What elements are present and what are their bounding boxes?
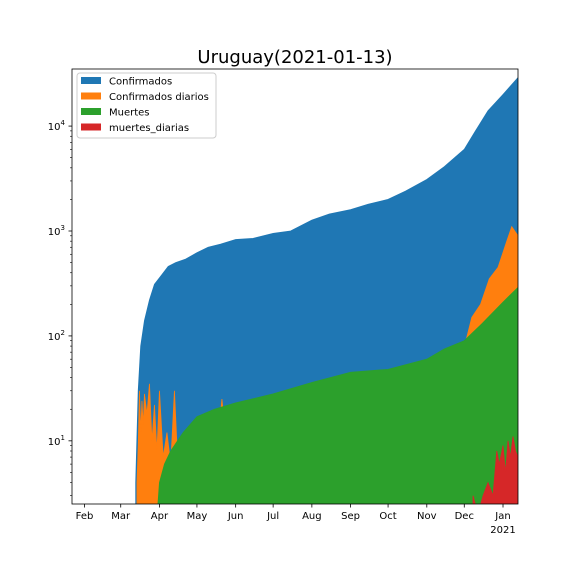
legend-label-muertes-diarias: muertes_diarias bbox=[109, 123, 189, 134]
x-tick-label: Apr bbox=[151, 511, 169, 522]
plot-frame bbox=[71, 68, 519, 505]
legend-swatch-muertes bbox=[81, 108, 101, 115]
series-layer bbox=[135, 76, 518, 504]
x-tick-label: Oct bbox=[379, 511, 396, 522]
x-tick-label: Jun bbox=[227, 511, 244, 522]
legend-swatch-confirmados bbox=[81, 77, 101, 84]
series-area-muertes-diarias bbox=[472, 436, 518, 504]
x-tick-label: Jul bbox=[266, 511, 279, 522]
legend-swatch-confirmados-diarios bbox=[81, 92, 101, 100]
legend: Confirmados Confirmados diarios Muertes mue… bbox=[76, 72, 217, 139]
x-tick-label: Mar bbox=[111, 511, 131, 522]
legend-label-muertes: Muertes bbox=[109, 108, 150, 119]
x-tick-label: Nov bbox=[417, 511, 437, 522]
legend-frame bbox=[76, 72, 217, 139]
x-axis: Feb Mar Apr May Jun Jul Aug Sep Oct Nov Dec Jan 2021 bbox=[76, 504, 516, 536]
chart-title: Uruguay(2021-01-13) bbox=[197, 47, 392, 68]
series-area-muertes bbox=[157, 286, 518, 504]
legend-swatch-muertes-diarias bbox=[81, 123, 101, 131]
x-tick-sublabel: 2021 bbox=[490, 525, 515, 536]
x-tick-label: Dec bbox=[455, 511, 474, 522]
x-tick-label: Jan bbox=[494, 511, 510, 522]
legend-label-confirmados: Confirmados bbox=[109, 77, 172, 88]
x-tick-label: Feb bbox=[76, 511, 94, 522]
legend-label-confirmados-diarios: Confirmados diarios bbox=[109, 92, 209, 103]
x-tick-label: Aug bbox=[302, 511, 322, 522]
x-tick-label: Sep bbox=[341, 511, 360, 522]
x-tick-label: May bbox=[187, 511, 208, 522]
